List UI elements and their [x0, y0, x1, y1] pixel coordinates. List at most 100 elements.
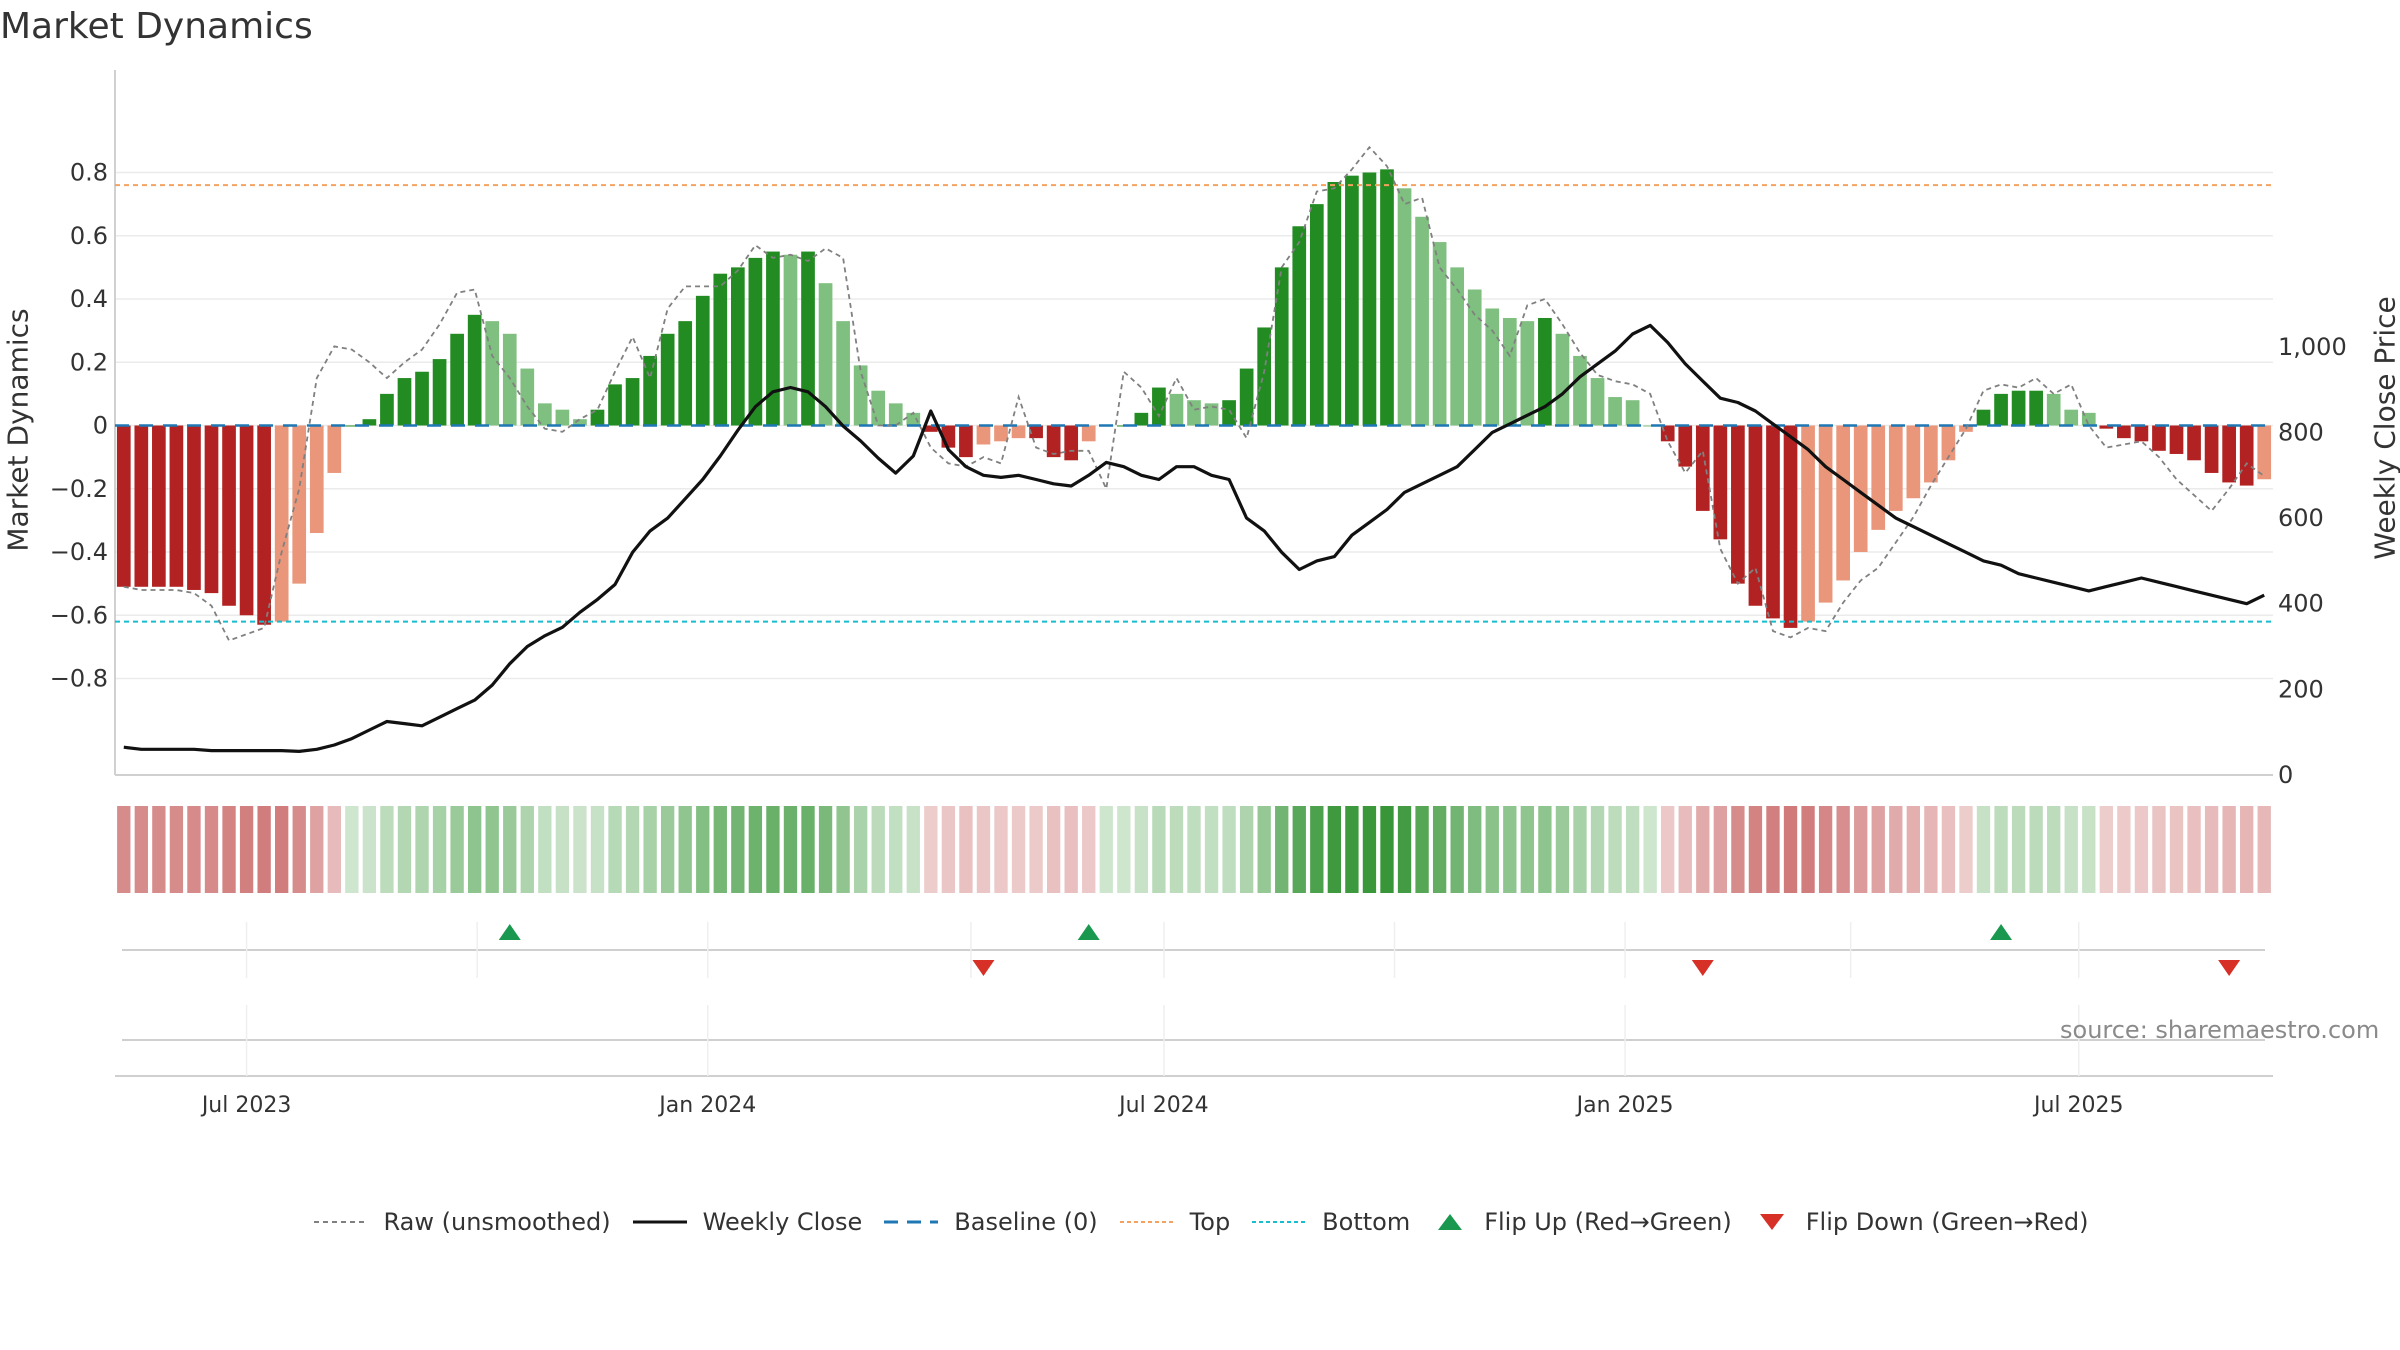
regime-cell: [1906, 806, 1921, 893]
md-bar: [520, 368, 535, 426]
x-tick-label: Jul 2023: [200, 1093, 292, 1118]
regime-cell: [327, 806, 341, 893]
md-bar: [1818, 425, 1833, 603]
regime-cell: [1643, 806, 1657, 893]
flip-down-icon: [1759, 1214, 1784, 1230]
regime-cell: [275, 806, 289, 893]
md-bar: [1538, 317, 1552, 426]
regime-cell: [1555, 806, 1570, 893]
y-tick-label: 0.4: [70, 285, 108, 313]
md-bar: [2169, 425, 2184, 454]
legend-label-flip-up: Flip Up (Red→Green): [1484, 1208, 1732, 1236]
regime-cell: [2082, 806, 2096, 893]
legend-item-close: Weekly Close: [631, 1208, 863, 1236]
regime-cell: [1064, 806, 1078, 893]
md-bar: [1362, 172, 1377, 426]
regime-cell: [204, 806, 219, 893]
regime-cell: [1625, 806, 1640, 893]
y-tick-label: 0.2: [70, 348, 108, 376]
regime-cell: [1432, 806, 1447, 893]
md-bar: [1941, 425, 1956, 461]
regime-cell: [485, 806, 499, 893]
regime-cell: [1941, 806, 1956, 893]
md-bar: [1467, 289, 1482, 426]
md-bar: [380, 393, 394, 426]
md-bar: [660, 333, 675, 426]
flip-down-marker: [2218, 960, 2241, 976]
regime-cell: [1976, 806, 1991, 893]
md-bar: [239, 425, 254, 616]
md-bar: [2011, 390, 2026, 426]
regime-cell: [573, 806, 587, 893]
md-bar: [309, 425, 324, 534]
regime-cell: [678, 806, 692, 893]
regime-cell: [1310, 806, 1324, 893]
regime-cell: [1818, 806, 1833, 893]
md-bar: [116, 425, 131, 587]
regime-cell: [1748, 806, 1763, 893]
regime-cell: [1766, 806, 1780, 893]
regime-cell: [783, 806, 798, 893]
legend-label-close: Weekly Close: [702, 1208, 863, 1236]
flip-up-marker: [498, 924, 521, 940]
regime-cell: [976, 806, 991, 893]
regime-cell: [1187, 806, 1201, 893]
regime-cell: [590, 806, 605, 893]
md-bar: [1976, 409, 1991, 426]
md-bar: [2029, 390, 2043, 426]
md-bar: [327, 425, 342, 473]
regime-cell: [731, 806, 745, 893]
regime-cell: [1731, 806, 1745, 893]
regime-cell: [1292, 806, 1306, 893]
y-tick-label: −0.8: [50, 665, 108, 693]
regime-cell: [766, 806, 780, 893]
regime-cell: [555, 806, 570, 893]
regime-cell: [1871, 806, 1885, 893]
md-bar: [1222, 400, 1236, 426]
legend-item-flip-down: Flip Down (Green→Red): [1752, 1208, 2089, 1236]
flip-up-marker: [1990, 924, 2013, 940]
regime-cell: [1468, 806, 1482, 893]
md-bar: [783, 254, 798, 426]
regime-cell: [1608, 806, 1622, 893]
md-bar: [1906, 425, 1921, 499]
md-bar: [1836, 425, 1850, 581]
bottom-line-swatch: [1252, 1221, 1307, 1223]
regime-cell: [660, 806, 675, 893]
md-bar: [450, 333, 464, 426]
md-bar: [2046, 393, 2061, 426]
md-bar: [222, 425, 236, 606]
regime-cell: [467, 806, 482, 893]
regime-cell: [1380, 806, 1394, 893]
md-bar: [923, 425, 938, 432]
md-bar: [1292, 226, 1307, 426]
md-bar: [538, 403, 552, 426]
y2-tick-label: 800: [2278, 418, 2324, 446]
regime-cell: [2240, 806, 2254, 893]
x-tick-label: Jan 2024: [657, 1093, 756, 1118]
legend-item-raw: Raw (unsmoothed): [312, 1208, 611, 1236]
top-line-swatch: [1119, 1221, 1174, 1223]
regime-cell: [520, 806, 534, 893]
md-bar: [871, 390, 886, 426]
regime-cell: [696, 806, 710, 893]
regime-cell: [310, 806, 324, 893]
y2-tick-label: 0: [2278, 761, 2293, 789]
regime-cell: [1257, 806, 1271, 893]
md-bar: [485, 321, 500, 426]
md-bar: [1081, 425, 1096, 442]
md-bar: [713, 273, 728, 426]
legend-label-bottom: Bottom: [1322, 1208, 1411, 1236]
regime-cell: [1538, 806, 1552, 893]
regime-cell: [1573, 806, 1587, 893]
y-tick-label: −0.2: [50, 475, 108, 503]
md-bar: [345, 425, 359, 427]
legend-item-baseline: Baseline (0): [882, 1208, 1098, 1236]
regime-cell: [432, 806, 447, 893]
md-bar: [836, 321, 850, 426]
md-bar: [608, 384, 622, 426]
y2-tick-label: 400: [2278, 590, 2324, 618]
regime-strip: [117, 806, 2271, 893]
regime-cell: [1222, 806, 1236, 893]
regime-cell: [1503, 806, 1517, 893]
